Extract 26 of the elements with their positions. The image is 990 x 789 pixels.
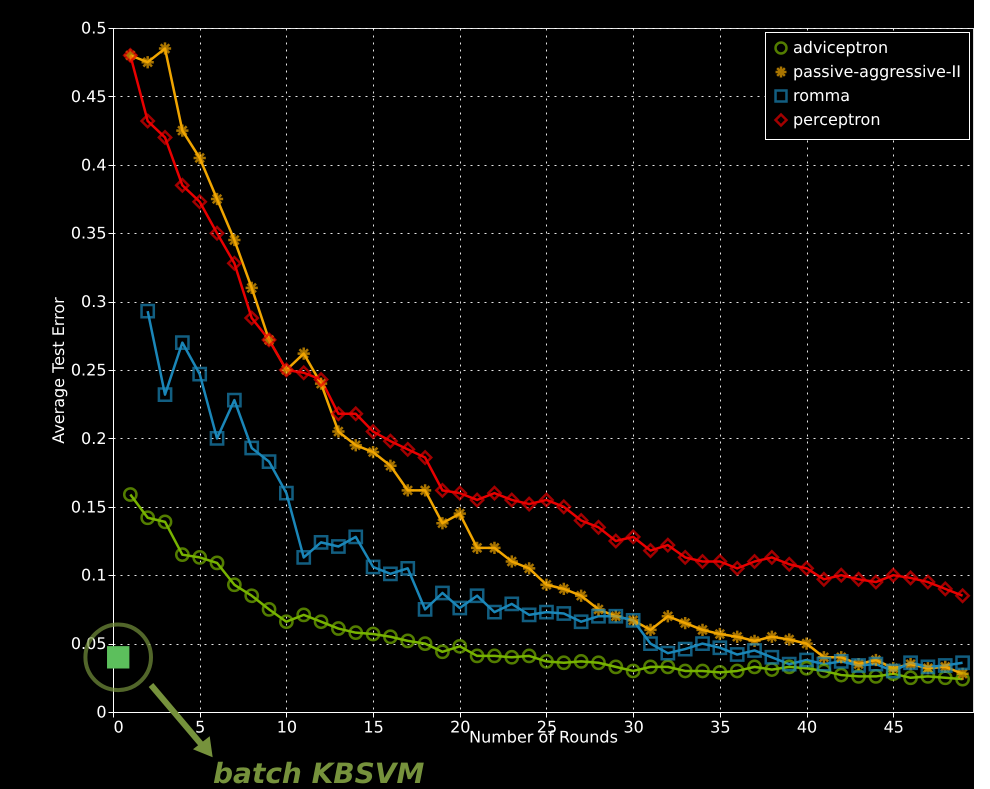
y-tick-label: 0: [96, 702, 106, 722]
x-tick-label: 5: [195, 718, 206, 736]
y-tick-label: 0.45: [70, 86, 106, 106]
legend-label: passive-aggressive-II: [793, 62, 961, 81]
y-tick-label: 0.4: [81, 155, 106, 174]
y-tick-label: 0.2: [81, 428, 106, 448]
x-tick-label: 10: [276, 718, 298, 736]
legend-label: perceptron: [793, 110, 880, 129]
y-tick-label: 0.3: [81, 292, 106, 312]
legend-label: adviceptron: [793, 38, 888, 57]
x-tick-label: 15: [363, 718, 384, 736]
x-tick-label: 30: [623, 718, 644, 736]
legend-label: romma: [793, 86, 850, 105]
x-tick-label: 35: [710, 718, 731, 736]
y-axis-title: Average Test Error: [48, 296, 68, 444]
x-tick-label: 45: [884, 718, 904, 736]
x-tick-label: 20: [450, 718, 470, 736]
x-tick-label: 0: [114, 718, 124, 736]
y-tick-label: 0.15: [70, 497, 106, 516]
y-tick-label: 0.5: [81, 18, 106, 38]
x-tick-label: 40: [796, 718, 818, 736]
y-tick-label: 0.1: [81, 566, 106, 585]
text: batch KBSVM: [213, 757, 424, 789]
y-tick-label: 0.25: [70, 360, 106, 380]
y-tick-label: 0.05: [70, 634, 106, 654]
y-tick-label: 0.35: [70, 224, 106, 243]
